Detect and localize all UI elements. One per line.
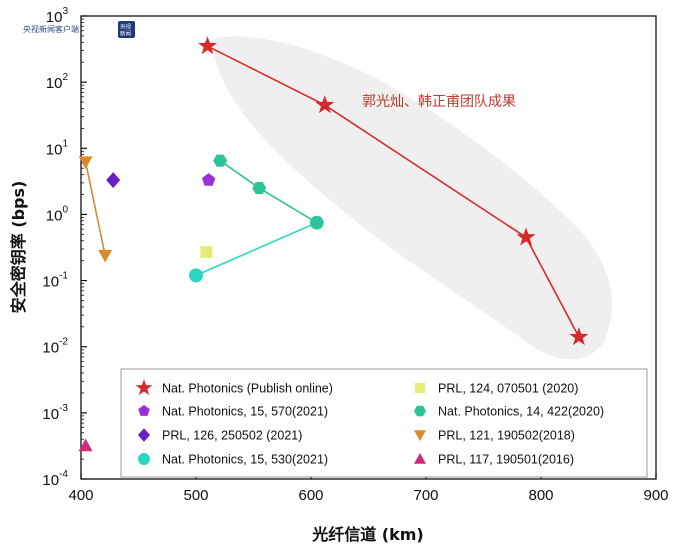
legend-label: Nat. Photonics, 15, 530(2021) <box>162 453 328 467</box>
legend-marker-square <box>414 382 426 394</box>
legend-label: PRL, 124, 070501 (2020) <box>438 382 578 396</box>
x-tick-label: 900 <box>643 487 668 504</box>
legend-label: PRL, 121, 190502(2018) <box>438 429 575 443</box>
shaded-region <box>212 36 612 360</box>
watermark-badge-line1: 央视 <box>120 23 132 31</box>
data-point-hexagon <box>309 216 324 229</box>
watermark: 央视新闻客户端 央视 新闻 <box>23 21 135 38</box>
data-point-triangle-down <box>78 156 93 170</box>
y-tick-label: 102 <box>46 72 69 92</box>
y-tick-label: 101 <box>46 138 69 158</box>
y-tick-label: 10-1 <box>42 271 68 291</box>
legend-box <box>120 368 648 478</box>
y-tick-label: 10-4 <box>42 469 68 489</box>
data-point-star <box>197 36 218 55</box>
x-tick-label: 400 <box>68 487 93 504</box>
legend-marker-star <box>135 379 153 396</box>
y-axis-title: 安全密钥率 (bps) <box>9 181 28 314</box>
series-line-0 <box>207 45 580 338</box>
series-line-6 <box>84 161 106 256</box>
y-tick-exponent: -2 <box>59 337 68 348</box>
y-tick-exponent: -1 <box>59 271 68 282</box>
legend-marker-circle <box>138 453 150 465</box>
legend-label: Nat. Photonics (Publish online) <box>162 382 333 396</box>
y-tick-exponent: 3 <box>62 6 68 17</box>
y-tick-base: 10 <box>42 340 59 357</box>
y-tick-base: 10 <box>42 472 59 489</box>
y-tick-label: 100 <box>46 204 69 224</box>
data-point-star <box>569 327 589 346</box>
y-tick-label: 10-3 <box>42 403 68 423</box>
legend-marker-triangle-up <box>414 453 426 464</box>
data-point-triangle-down <box>98 249 113 263</box>
y-tick-exponent: -4 <box>59 469 68 480</box>
annotation-text: 郭光灿、韩正甫团队成果 <box>362 93 516 110</box>
data-point-hexagon <box>213 154 228 167</box>
data-point-square <box>200 246 213 258</box>
y-tick-exponent: -3 <box>59 403 68 414</box>
watermark-badge-line2: 新闻 <box>120 30 131 38</box>
x-tick-label: 600 <box>298 487 323 504</box>
y-tick-base: 10 <box>46 207 63 224</box>
x-tick-label: 500 <box>183 487 208 504</box>
y-tick-exponent: 1 <box>62 138 68 149</box>
data-point-triangle-up <box>78 438 93 452</box>
y-tick-exponent: 2 <box>62 72 68 83</box>
data-point-pentagon <box>201 173 216 186</box>
y-tick-base: 10 <box>42 406 59 423</box>
data-point-circle <box>189 268 203 283</box>
y-tick-base: 10 <box>46 141 63 158</box>
legend-marker-pentagon <box>138 405 150 416</box>
legend-label: PRL, 126, 250502 (2021) <box>162 429 302 443</box>
watermark-badge <box>118 21 135 38</box>
y-tick-base: 10 <box>46 75 63 92</box>
legend-marker-hexagon <box>414 405 426 417</box>
legend-label: PRL, 117, 190501(2016) <box>438 453 574 467</box>
data-point-hexagon <box>252 182 267 195</box>
legend-label: Nat. Photonics, 14, 422(2020) <box>438 405 604 419</box>
legend-marker-triangle-down <box>414 430 426 441</box>
y-tick-base: 10 <box>42 274 59 291</box>
legend-label: Nat. Photonics, 15, 570(2021) <box>162 405 328 419</box>
plot-frame <box>80 15 657 480</box>
x-tick-label: 700 <box>413 487 438 504</box>
y-tick-label: 10-2 <box>42 337 68 357</box>
y-tick-base: 10 <box>46 9 63 26</box>
x-axis-title: 光纤信道 (km) <box>311 525 424 544</box>
data-point-star <box>516 227 536 246</box>
y-tick-exponent: 0 <box>62 204 68 215</box>
data-point-star <box>315 95 335 114</box>
y-tick-label: 103 <box>46 6 69 26</box>
data-point-diamond <box>106 172 121 189</box>
legend-marker-diamond <box>138 428 150 442</box>
series-line-3 <box>195 221 318 277</box>
x-tick-label: 800 <box>528 487 553 504</box>
watermark-text: 央视新闻客户端 <box>23 24 79 34</box>
